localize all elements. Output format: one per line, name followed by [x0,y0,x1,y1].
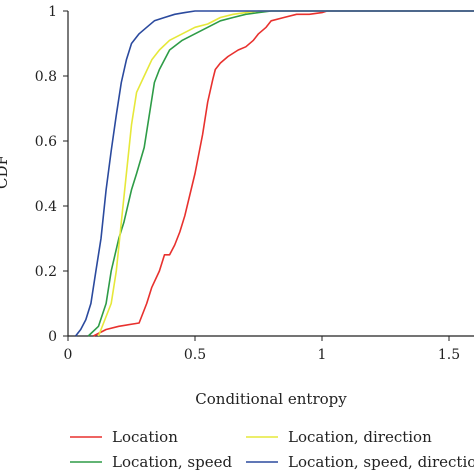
legend-label: Location, direction [288,428,432,446]
x-tick-label: 0.5 [184,347,206,363]
y-tick-label: 0.2 [35,264,57,280]
legend-label: Location [112,428,178,446]
y-tick-label: 0.4 [35,199,57,215]
y-tick-label: 0.8 [35,69,57,85]
x-tick-label: 0 [64,347,73,363]
series-line-2 [87,10,474,337]
axes: 0 0.2 0.4 0.6 0.8 1 0 0.5 1 1.5 [35,4,474,363]
y-tick-label: 1 [48,4,57,20]
series-line-1 [93,10,474,337]
y-axis-title: CDF [0,155,11,189]
x-tick-label: 1.5 [438,347,460,363]
series-line-3 [97,10,474,337]
legend-label: Location, speed, direction [288,453,474,471]
y-tick-label: 0 [48,329,57,345]
legend-label: Location, speed [112,453,232,471]
x-axis-title: Conditional entropy [195,390,347,408]
x-tick-label: 1 [318,347,327,363]
legend: Location Location, direction Location, spe… [70,428,474,471]
y-tick-label: 0.6 [35,134,57,150]
series-line-4 [74,10,474,337]
series-lines [74,10,474,337]
